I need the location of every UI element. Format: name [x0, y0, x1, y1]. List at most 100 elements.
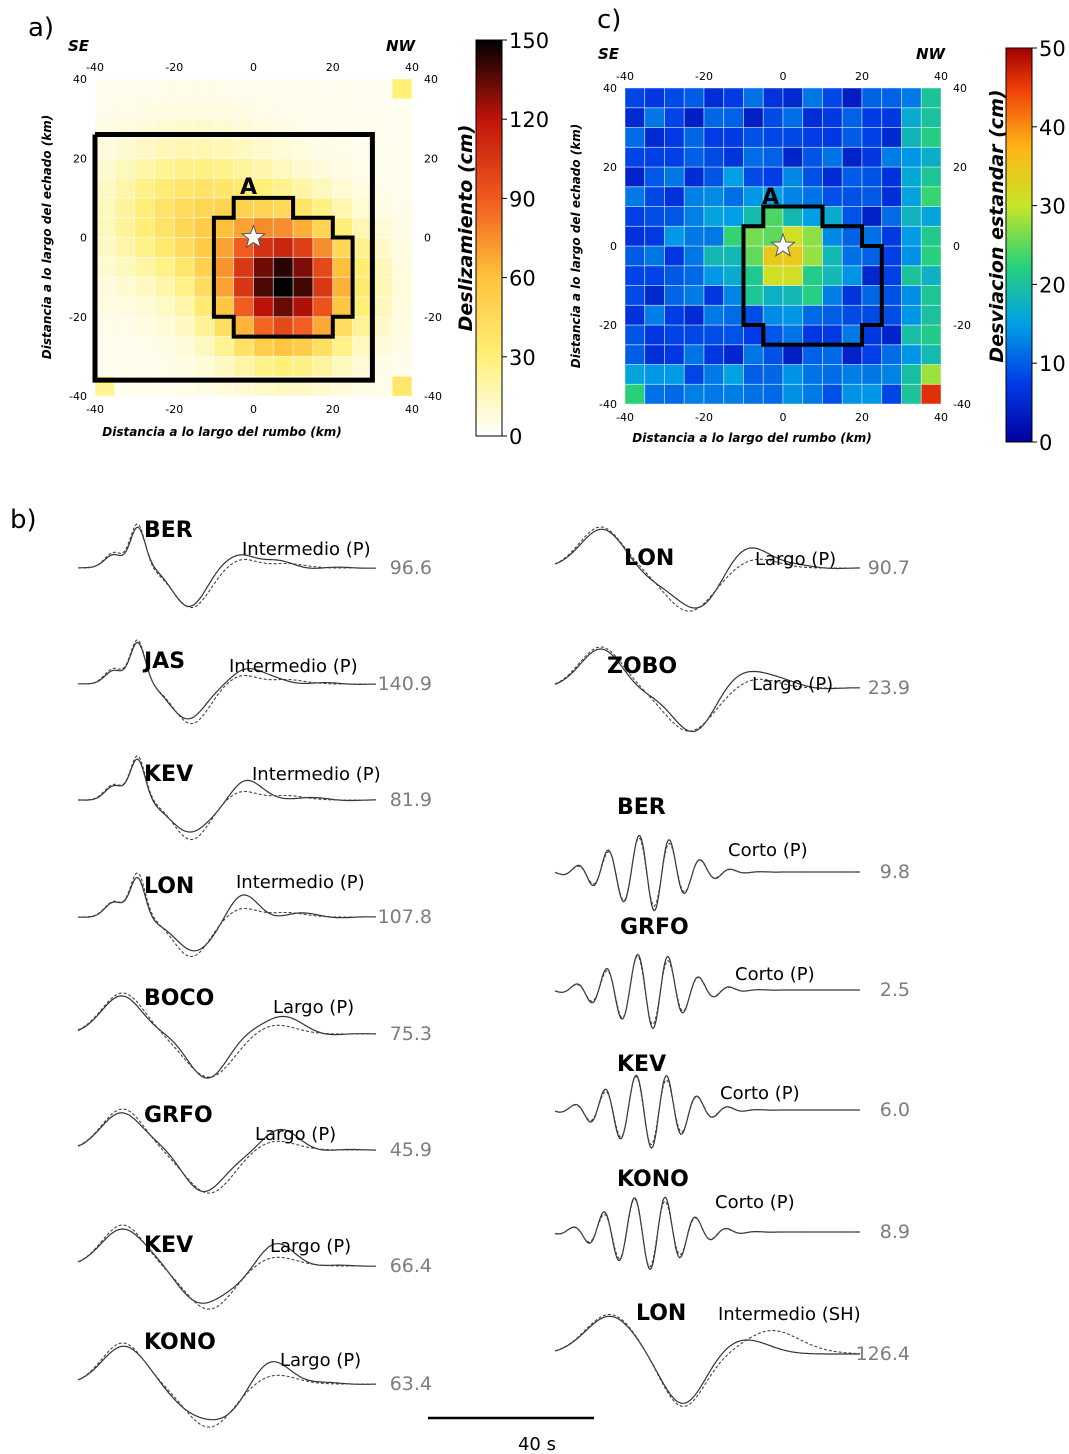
waveform-trace: KONO Largo (P) 63.4 — [77, 1330, 432, 1428]
station-label: BOCO — [144, 986, 214, 1011]
grid-cell — [901, 285, 922, 306]
observed-waveform — [77, 1112, 376, 1193]
grid-cell — [114, 256, 136, 278]
grid-cell — [881, 146, 902, 168]
grid-cell — [822, 245, 843, 267]
grid-cell — [253, 276, 274, 298]
wave-type-label: Corto (P) — [728, 840, 808, 861]
grid-cell — [881, 186, 902, 207]
grid-cell — [193, 276, 215, 298]
grid-cell — [391, 355, 413, 377]
grid-cell — [352, 98, 373, 120]
grid-cell — [664, 166, 685, 188]
grid-cell — [193, 157, 215, 179]
grid-cell — [94, 355, 116, 377]
grid-cell — [920, 304, 942, 326]
grid-cell — [664, 304, 685, 326]
grid-cell — [822, 383, 843, 405]
grid-cell — [154, 138, 175, 159]
grid-cell — [114, 177, 136, 199]
grid-cell — [134, 355, 155, 377]
y-tick-label: 40 — [603, 82, 617, 95]
waveform-trace: LON Intermedio (SH) 126.4 — [554, 1301, 910, 1407]
grid-cell — [802, 225, 823, 247]
wave-type-label: Corto (P) — [735, 964, 815, 985]
grid-cell — [782, 265, 804, 286]
station-label: LON — [636, 1301, 686, 1326]
grid-cell — [193, 336, 215, 357]
y-tick-label-right: -40 — [953, 398, 971, 411]
y-tick-label-right: 40 — [953, 82, 967, 95]
grid-cell — [683, 107, 705, 128]
grid-cell — [723, 87, 744, 109]
grid-cell — [841, 265, 863, 286]
grid-cell — [664, 383, 685, 405]
y-tick-label: 40 — [73, 73, 87, 86]
grid-cell — [861, 127, 883, 148]
grid-cell — [292, 316, 314, 337]
grid-cell — [154, 276, 175, 298]
grid-cell — [920, 364, 942, 385]
colorbar-tick-label: 50 — [1039, 37, 1066, 61]
y-tick-label: -40 — [69, 390, 87, 403]
grid-cell — [352, 355, 373, 377]
grid-cell — [154, 355, 175, 377]
grid-cell — [703, 107, 725, 128]
grid-cell — [352, 197, 373, 219]
waveform-trace: KONO Corto (P) 8.9 — [554, 1167, 910, 1271]
grid-cell — [802, 166, 823, 188]
grid-cell — [292, 98, 314, 120]
grid-cell — [253, 98, 274, 120]
grid-cell — [114, 296, 136, 318]
grid-cell — [624, 166, 646, 188]
grid-cell — [173, 138, 195, 159]
grid-cell — [233, 98, 254, 120]
grid-cell — [114, 197, 136, 219]
grid-cell — [94, 296, 116, 318]
grid-cell — [352, 157, 373, 179]
observed-waveform — [554, 1196, 860, 1271]
x-axis-label: Distancia a lo largo del rumbo (km) — [102, 425, 342, 439]
grid-cell — [94, 177, 116, 199]
grid-cell — [173, 197, 195, 219]
grid-cell — [861, 344, 883, 365]
grid-cell — [391, 157, 413, 179]
grid-cell — [193, 78, 215, 100]
synthetic-waveform — [77, 992, 376, 1078]
grid-cell — [233, 296, 254, 318]
grid-cell — [624, 265, 646, 286]
grid-cell — [841, 186, 863, 207]
amplitude-label: 6.0 — [880, 1099, 910, 1121]
grid-cell — [782, 206, 804, 227]
grid-cell — [272, 316, 294, 337]
grid-cell — [703, 364, 725, 385]
grid-cell — [154, 98, 175, 120]
grid-cell — [762, 285, 784, 306]
grid-cell — [193, 355, 215, 377]
synthetic-waveform — [554, 955, 860, 1026]
grid-cell — [272, 98, 294, 120]
grid-cell — [861, 245, 883, 267]
grid-cell — [743, 364, 764, 385]
grid-cell — [782, 166, 804, 188]
x-axis-label: Distancia a lo largo del rumbo (km) — [632, 431, 872, 445]
wave-type-label: Intermedio (P) — [242, 539, 371, 560]
grid-cell — [683, 127, 705, 148]
grid-cell — [861, 304, 883, 326]
grid-cell — [213, 217, 235, 238]
grid-cell — [743, 127, 764, 148]
synthetic-waveform — [78, 755, 376, 841]
grid-cell — [822, 285, 843, 306]
grid-cell — [332, 256, 353, 278]
grid-cell — [901, 206, 922, 227]
wave-type-label: Intermedio (P) — [252, 764, 381, 785]
grid-cell — [154, 256, 175, 278]
grid-cell — [213, 336, 235, 357]
colorbar-tick-label: 30 — [509, 346, 536, 370]
x-tick-label-top: 40 — [405, 61, 419, 74]
station-label: KEV — [617, 1052, 666, 1077]
grid-cell — [881, 206, 902, 227]
grid-cell — [901, 146, 922, 168]
grid-cell — [901, 87, 922, 109]
grid-cell — [861, 107, 883, 128]
